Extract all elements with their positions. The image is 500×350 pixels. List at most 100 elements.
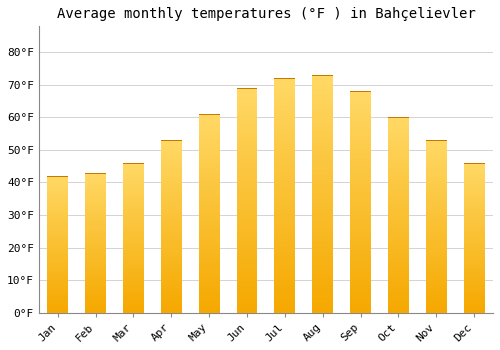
- Bar: [312, 256, 333, 260]
- Bar: [312, 132, 333, 137]
- Bar: [388, 309, 409, 313]
- Bar: [464, 256, 484, 259]
- Bar: [312, 180, 333, 184]
- Bar: [350, 118, 371, 122]
- Bar: [350, 295, 371, 299]
- Bar: [350, 122, 371, 127]
- Bar: [198, 158, 220, 162]
- Bar: [161, 233, 182, 237]
- Bar: [198, 118, 220, 122]
- Bar: [123, 175, 144, 178]
- Bar: [123, 268, 144, 271]
- Bar: [312, 289, 333, 294]
- Bar: [48, 176, 68, 177]
- Bar: [350, 277, 371, 282]
- Bar: [464, 265, 484, 268]
- Bar: [426, 299, 446, 302]
- Bar: [350, 171, 371, 175]
- Bar: [123, 202, 144, 205]
- Bar: [48, 184, 68, 187]
- Bar: [274, 167, 295, 172]
- Bar: [48, 277, 68, 280]
- Bar: [236, 120, 258, 124]
- Bar: [161, 144, 182, 147]
- Bar: [123, 190, 144, 193]
- Bar: [274, 186, 295, 191]
- Bar: [350, 224, 371, 229]
- Bar: [123, 289, 144, 292]
- Bar: [464, 259, 484, 262]
- Bar: [312, 246, 333, 251]
- Bar: [388, 160, 409, 164]
- Bar: [85, 229, 106, 231]
- Bar: [312, 194, 333, 198]
- Bar: [388, 254, 409, 258]
- Bar: [48, 239, 68, 241]
- Bar: [198, 174, 220, 178]
- Bar: [85, 310, 106, 313]
- Bar: [464, 238, 484, 241]
- Bar: [161, 195, 182, 199]
- Bar: [85, 257, 106, 259]
- Bar: [274, 172, 295, 177]
- Bar: [388, 145, 409, 149]
- Bar: [236, 155, 258, 160]
- Bar: [123, 199, 144, 202]
- Bar: [85, 206, 106, 209]
- Bar: [161, 230, 182, 233]
- Bar: [464, 172, 484, 175]
- Bar: [123, 187, 144, 190]
- Bar: [48, 233, 68, 236]
- Bar: [388, 196, 409, 199]
- Bar: [48, 236, 68, 239]
- Bar: [85, 301, 106, 304]
- Bar: [464, 280, 484, 283]
- Bar: [274, 139, 295, 144]
- Bar: [48, 294, 68, 296]
- Bar: [312, 260, 333, 265]
- Bar: [312, 270, 333, 275]
- Bar: [85, 217, 106, 220]
- Bar: [85, 259, 106, 262]
- Bar: [464, 301, 484, 304]
- Title: Average monthly temperatures (°F ) in Bahçelievler: Average monthly temperatures (°F ) in Ba…: [56, 7, 476, 21]
- Bar: [236, 290, 258, 295]
- Bar: [426, 254, 446, 258]
- Bar: [48, 181, 68, 184]
- Bar: [350, 237, 371, 242]
- Bar: [274, 97, 295, 102]
- Bar: [123, 235, 144, 238]
- Bar: [274, 233, 295, 238]
- Bar: [350, 189, 371, 193]
- Bar: [274, 294, 295, 299]
- Bar: [312, 227, 333, 232]
- Bar: [123, 232, 144, 235]
- Bar: [274, 214, 295, 219]
- Bar: [350, 140, 371, 145]
- Bar: [236, 214, 258, 218]
- Bar: [198, 150, 220, 154]
- Bar: [123, 310, 144, 313]
- Bar: [198, 261, 220, 265]
- Bar: [236, 250, 258, 254]
- Bar: [85, 175, 106, 178]
- Bar: [161, 292, 182, 295]
- Bar: [350, 202, 371, 206]
- Bar: [426, 268, 446, 271]
- Bar: [388, 172, 409, 176]
- Bar: [236, 308, 258, 313]
- Bar: [236, 128, 258, 133]
- Bar: [123, 166, 144, 169]
- Bar: [198, 309, 220, 313]
- Bar: [48, 255, 68, 258]
- Bar: [426, 223, 446, 226]
- Bar: [236, 169, 258, 174]
- Bar: [48, 244, 68, 247]
- Bar: [85, 240, 106, 243]
- Bar: [388, 301, 409, 305]
- Bar: [123, 178, 144, 181]
- Bar: [388, 156, 409, 160]
- Bar: [464, 217, 484, 220]
- Bar: [312, 175, 333, 180]
- Bar: [350, 113, 371, 118]
